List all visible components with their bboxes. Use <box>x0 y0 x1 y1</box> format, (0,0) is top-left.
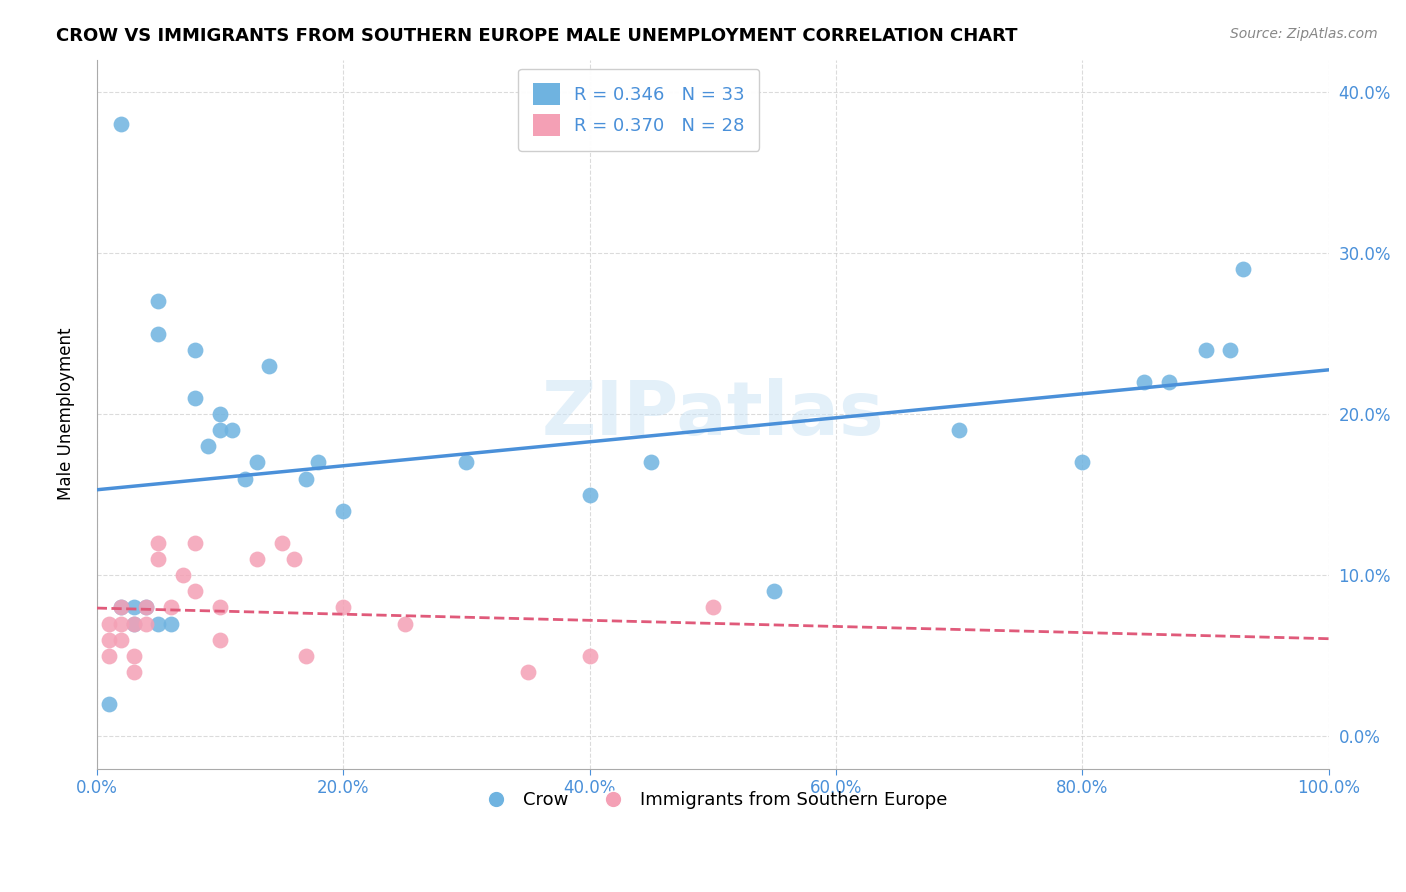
Point <box>122 616 145 631</box>
Y-axis label: Male Unemployment: Male Unemployment <box>58 328 75 500</box>
Point <box>1157 375 1180 389</box>
Point <box>110 117 132 131</box>
Point <box>172 568 194 582</box>
Point <box>159 600 181 615</box>
Text: CROW VS IMMIGRANTS FROM SOUTHERN EUROPE MALE UNEMPLOYMENT CORRELATION CHART: CROW VS IMMIGRANTS FROM SOUTHERN EUROPE … <box>56 27 1018 45</box>
Point <box>122 600 145 615</box>
Text: Source: ZipAtlas.com: Source: ZipAtlas.com <box>1230 27 1378 41</box>
Point <box>148 536 170 550</box>
Text: ZIPatlas: ZIPatlas <box>541 377 884 450</box>
Point <box>257 359 280 373</box>
Point <box>246 455 269 469</box>
Point <box>270 536 292 550</box>
Point <box>246 552 269 566</box>
Point <box>98 648 121 663</box>
Point <box>184 536 207 550</box>
Point <box>122 616 145 631</box>
Point <box>148 294 170 309</box>
Point <box>135 600 157 615</box>
Point <box>1219 343 1241 357</box>
Point <box>1232 262 1254 277</box>
Point <box>208 423 231 437</box>
Point <box>208 600 231 615</box>
Point <box>283 552 305 566</box>
Point <box>394 616 416 631</box>
Point <box>110 616 132 631</box>
Point <box>295 648 318 663</box>
Point <box>184 584 207 599</box>
Point <box>98 616 121 631</box>
Point <box>98 632 121 647</box>
Point <box>332 504 354 518</box>
Point <box>578 488 600 502</box>
Point <box>578 648 600 663</box>
Point <box>640 455 662 469</box>
Point <box>98 697 121 711</box>
Point <box>516 665 538 679</box>
Point <box>159 616 181 631</box>
Point <box>208 632 231 647</box>
Point <box>135 616 157 631</box>
Point <box>184 391 207 405</box>
Point <box>110 600 132 615</box>
Point <box>148 552 170 566</box>
Point <box>295 472 318 486</box>
Point <box>110 600 132 615</box>
Point <box>122 648 145 663</box>
Point <box>332 600 354 615</box>
Point <box>1133 375 1156 389</box>
Point <box>233 472 256 486</box>
Point <box>308 455 330 469</box>
Point <box>122 665 145 679</box>
Point <box>197 439 219 453</box>
Point <box>1194 343 1216 357</box>
Point <box>221 423 243 437</box>
Point <box>135 600 157 615</box>
Point <box>456 455 478 469</box>
Legend: Crow, Immigrants from Southern Europe: Crow, Immigrants from Southern Europe <box>471 784 955 816</box>
Point <box>208 407 231 421</box>
Point <box>948 423 970 437</box>
Point <box>148 616 170 631</box>
Point <box>1071 455 1094 469</box>
Point <box>184 343 207 357</box>
Point <box>763 584 786 599</box>
Point <box>148 326 170 341</box>
Point <box>110 632 132 647</box>
Point <box>702 600 724 615</box>
